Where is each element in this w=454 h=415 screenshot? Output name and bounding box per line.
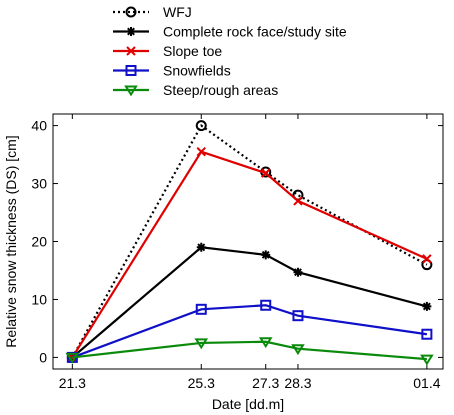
data-point-square	[260, 299, 272, 311]
y-tick-label: 40	[31, 118, 47, 134]
x-axis-label: Date [dd.m]	[212, 396, 284, 412]
series-line	[72, 340, 427, 361]
data-point-square	[195, 303, 207, 315]
y-tick-label: 20	[31, 234, 47, 250]
data-point-triangle	[258, 337, 273, 349]
data-point-square	[292, 310, 304, 322]
series-3	[66, 299, 433, 363]
legend-item: Snowfields	[113, 63, 231, 79]
data-point-x	[422, 254, 432, 264]
data-point-star	[422, 301, 432, 311]
legend-item: Slope toe	[113, 43, 222, 59]
y-tick-label: 30	[31, 176, 47, 192]
series-4	[65, 337, 434, 366]
series-1	[67, 242, 432, 362]
y-axis: 0 10 20 30 40	[31, 118, 443, 365]
data-point-circle	[125, 6, 137, 18]
legend-item: Steep/rough areas	[113, 82, 278, 98]
data-point-triangle	[194, 338, 209, 350]
x-tick-label: 28.3	[284, 375, 311, 391]
x-axis: 21.3 25.3 27.3 28.3 01.4	[59, 114, 441, 391]
y-axis-label: Relative snow thickness (DS) [cm]	[3, 135, 19, 347]
series-line	[71, 123, 428, 358]
series-layer	[65, 120, 434, 366]
legend-item: Complete rock face/study site	[113, 24, 347, 40]
legend: WFJ Complete rock face/study site Slope to…	[113, 4, 347, 98]
data-point-star	[196, 242, 206, 252]
data-point-star	[261, 250, 271, 260]
y-tick-label: 0	[39, 349, 47, 365]
data-point-triangle	[65, 352, 80, 364]
plot-area	[52, 113, 444, 370]
legend-item: WFJ	[113, 4, 192, 20]
data-point-circle	[195, 120, 207, 132]
legend-label: Steep/rough areas	[163, 82, 278, 98]
data-point-x	[196, 146, 206, 157]
legend-label: WFJ	[163, 4, 192, 20]
legend-label: Slope toe	[163, 43, 222, 59]
data-point-star	[126, 27, 136, 36]
x-tick-label: 25.3	[188, 375, 215, 391]
data-point-star	[293, 267, 303, 277]
x-tick-label: 27.3	[252, 375, 279, 391]
series-2	[67, 146, 432, 363]
data-point-x	[126, 46, 136, 56]
y-tick-label: 10	[31, 291, 47, 307]
series-0	[66, 120, 433, 363]
series-line	[71, 304, 428, 359]
legend-label: Snowfields	[163, 63, 231, 79]
data-point-x	[261, 168, 271, 178]
data-point-triangle	[420, 354, 434, 366]
series-line	[71, 246, 428, 359]
data-point-triangle	[124, 85, 138, 97]
data-point-triangle	[291, 344, 305, 356]
data-point-square	[421, 328, 433, 340]
data-point-x	[293, 196, 303, 206]
legend-label: Complete rock face/study site	[163, 24, 347, 40]
x-tick-label: 01.4	[413, 375, 440, 391]
x-tick-label: 21.3	[59, 375, 86, 391]
data-point-square	[125, 65, 137, 76]
